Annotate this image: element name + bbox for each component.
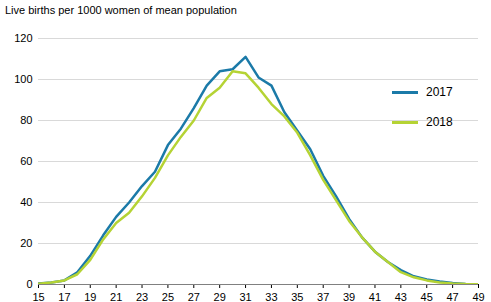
svg-text:39: 39 <box>343 291 355 302</box>
html-text:2017: 2017 <box>426 85 453 99</box>
svg-text:31: 31 <box>239 291 251 302</box>
svg-text:33: 33 <box>265 291 277 302</box>
svg-text:25: 25 <box>162 291 174 302</box>
svg-text:47: 47 <box>446 291 458 302</box>
svg-text:45: 45 <box>421 291 433 302</box>
svg-text:29: 29 <box>214 291 226 302</box>
svg-text:100: 100 <box>14 73 32 85</box>
html-text:Live births per 1000 women of: Live births per 1000 women of mean popul… <box>5 4 237 16</box>
svg-text:80: 80 <box>20 114 32 126</box>
svg-text:15: 15 <box>32 291 44 302</box>
svg-text:49: 49 <box>472 291 484 302</box>
svg-text:27: 27 <box>188 291 200 302</box>
svg-text:21: 21 <box>110 291 122 302</box>
svg-text:17: 17 <box>58 291 70 302</box>
svg-text:40: 40 <box>20 196 32 208</box>
svg-text:35: 35 <box>291 291 303 302</box>
html-text:2018: 2018 <box>426 115 453 129</box>
svg-text:41: 41 <box>369 291 381 302</box>
svg-text:19: 19 <box>84 291 96 302</box>
svg-text:23: 23 <box>136 291 148 302</box>
svg-text:60: 60 <box>20 155 32 167</box>
svg-text:120: 120 <box>14 32 32 44</box>
svg-text:37: 37 <box>317 291 329 302</box>
svg-text:0: 0 <box>26 278 32 290</box>
svg-text:43: 43 <box>395 291 407 302</box>
svg-text:20: 20 <box>20 237 32 249</box>
